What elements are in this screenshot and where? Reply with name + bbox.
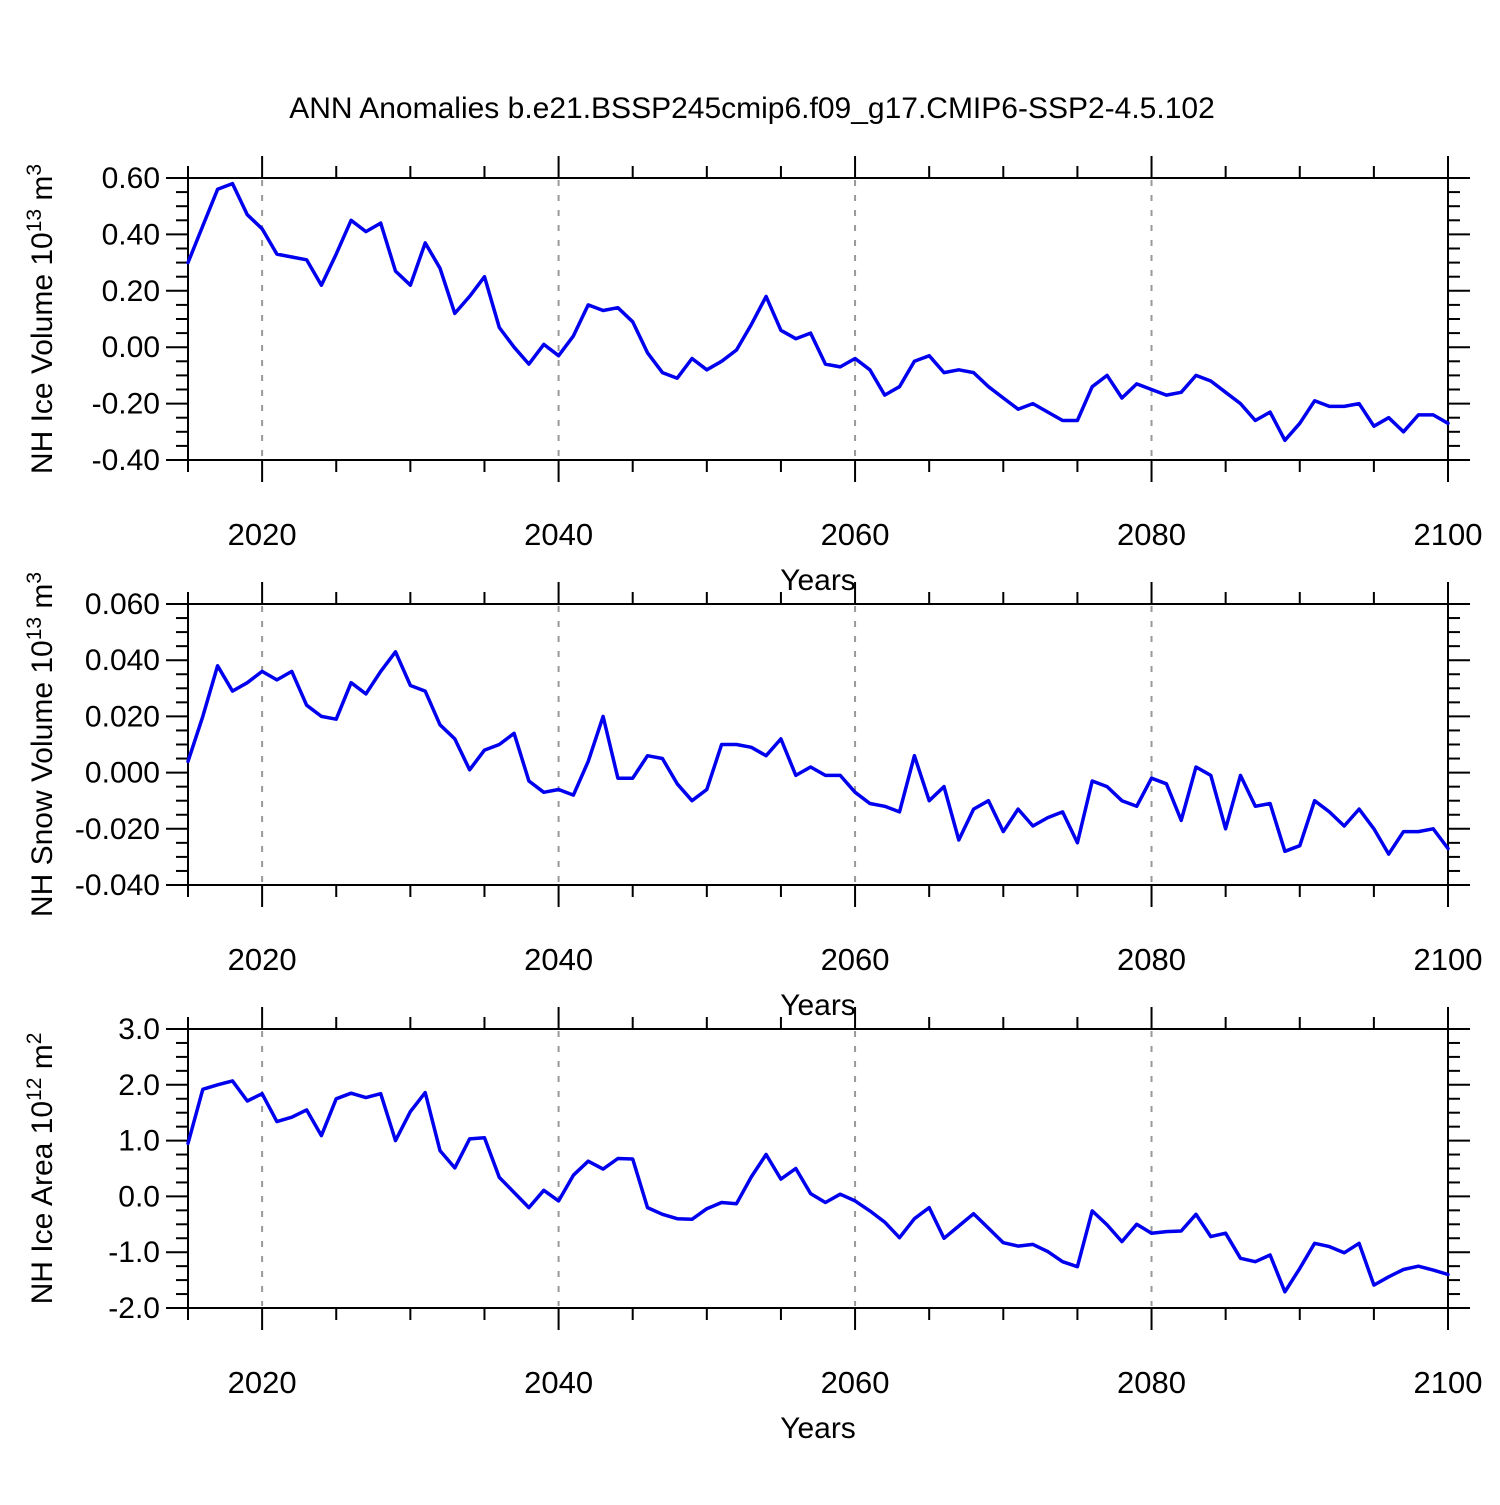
panel-1-y-tick-label: -0.20 [92,388,160,421]
panel-2-y-tick-label: 0.000 [85,757,160,790]
panel-2-y-tick-label: -0.040 [75,869,160,902]
panel-2-y-tick-label: 0.060 [85,588,160,621]
panel-1-x-tick-label: 2040 [524,517,593,552]
panel-3-frame [187,1028,1449,1309]
panel-1-y-tick-label: 0.60 [102,162,160,195]
panel-2: 0.060 0.040 0.020 0.000 -0.020 -0.040 2020 2040… [23,572,1482,1022]
panel-3-y-tick-label: -1.0 [108,1236,160,1269]
panel-1-y-axis-title: NH Ice Volume 1013 m3 [23,164,59,474]
panel-3-x-tick-label: 2100 [1414,1365,1483,1400]
panel-3-x-tick-label: 2040 [524,1365,593,1400]
panel-1-y-tick-label: 0.00 [102,331,160,364]
panel-2-data-line [186,650,1450,856]
panel-3-y-axis-title: NH Ice Area 1012 m2 [23,1033,59,1305]
panel-3-x-tick-label: 2080 [1117,1365,1186,1400]
panel-2-y-tick-label: -0.020 [75,813,160,846]
panel-2-x-tick-label: 2040 [524,942,593,977]
panel-1-x-tick-label: 2060 [821,517,890,552]
panel-1-x-tick-label: 2020 [228,517,297,552]
panel-3-y-tick-label: 2.0 [118,1069,160,1102]
panel-3: 3.0 2.0 1.0 0.0 -1.0 -2.0 2020 2040 2060 2080 2100… [23,1007,1482,1445]
panel-3-x-tick-label: 2060 [821,1365,890,1400]
panel-2-y-tick-label: 0.020 [85,700,160,733]
panel-3-y-tick-label: 0.0 [118,1180,160,1213]
panel-2-x-tick-label: 2020 [228,942,297,977]
panel-3-data-line [186,1079,1450,1294]
panel-3-x-tick-label: 2020 [228,1365,297,1400]
panel-1-y-tick-label: 0.40 [102,218,160,251]
panel-3-y-tick-label: 3.0 [118,1013,160,1046]
panel-2-x-tick-label: 2060 [821,942,890,977]
panel-2-x-axis-title: Years [780,989,856,1022]
panel-1-x-axis-title: Years [780,564,856,597]
panel-2-x-tick-label: 2080 [1117,942,1186,977]
panel-3-y-tick-label: -2.0 [108,1292,160,1325]
panel-2-x-tick-label: 2100 [1414,942,1483,977]
panel-2-y-axis-title: NH Snow Volume 1013 m3 [23,572,59,917]
chart-title: ANN Anomalies b.e21.BSSP245cmip6.f09_g17… [289,92,1215,125]
panel-1-y-tick-label: -0.40 [92,444,160,477]
panel-1-x-tick-label: 2080 [1117,517,1186,552]
panel-3-x-axis-title: Years [780,1412,856,1445]
panel-1: 0.60 0.40 0.20 0.00 -0.20 -0.40 2020 2040 2060 20… [23,156,1482,597]
panel-1-data-line [186,181,1450,443]
panel-2-y-tick-label: 0.040 [85,644,160,677]
panel-2-frame [187,603,1449,886]
panel-1-y-tick-label: 0.20 [102,275,160,308]
panel-3-y-tick-label: 1.0 [118,1125,160,1158]
panel-1-x-tick-label: 2100 [1414,517,1483,552]
